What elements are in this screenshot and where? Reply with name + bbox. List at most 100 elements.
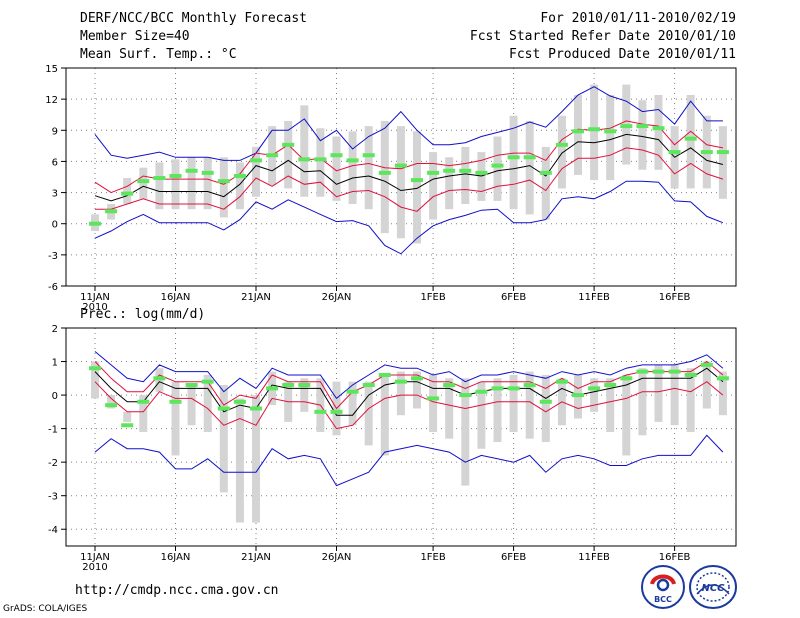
spread-box [348, 381, 357, 426]
y-tick-label: 0 [52, 220, 58, 231]
median-mark [636, 369, 649, 374]
median-mark [475, 170, 488, 175]
started-date: Fcst Started Refer Date 2010/01/10 [469, 29, 736, 44]
median-mark [523, 155, 536, 160]
median-mark [250, 406, 262, 411]
median-mark [217, 179, 230, 184]
median-mark [572, 129, 584, 134]
spread-box [107, 395, 116, 409]
x-tick-label: 21JAN [241, 552, 271, 563]
spread-box [123, 178, 132, 204]
median-mark [427, 396, 440, 401]
y-tick-label: 12 [45, 95, 58, 106]
series-line-extreme [94, 351, 724, 400]
series-line-std [94, 381, 724, 430]
median-mark [266, 153, 279, 158]
spread-box [219, 157, 228, 218]
series-line-extreme [94, 434, 724, 487]
y-tick-label: 9 [52, 126, 58, 137]
median-mark [700, 150, 713, 155]
y-tick-label: 15 [45, 64, 58, 75]
median-mark [636, 124, 649, 129]
median-mark [217, 406, 230, 411]
year-label: 2010 [82, 562, 107, 573]
spread-box [252, 395, 260, 523]
spread-box [509, 115, 518, 210]
y-tick-label: -1 [48, 425, 58, 436]
median-mark [668, 150, 681, 155]
median-mark [105, 403, 118, 408]
panel-temperature: -6 -3 0 3 6 9 12 15 11JAN 16JAN 21JAN 26JAN 1FEB 6FEB… [45, 64, 737, 313]
median-mark [298, 383, 311, 388]
produced-date: Fcst Produced Date 2010/01/11 [509, 47, 736, 62]
median-mark [362, 383, 375, 388]
series-line-std [94, 120, 723, 194]
median-mark [443, 383, 456, 388]
series-line-extreme [94, 180, 724, 255]
spread-box [429, 152, 438, 220]
bcc-logo-text: BCC [654, 595, 672, 604]
median-mark [394, 163, 407, 168]
spread-box [445, 378, 454, 439]
x-tick-label: 21JAN [241, 292, 271, 303]
member-size-label: Member Size=40 [80, 29, 190, 44]
x-tick-label: 26JAN [322, 552, 352, 563]
median-mark [137, 399, 150, 404]
plot-frame [65, 327, 737, 547]
median-mark [233, 399, 246, 404]
x-tick-label: 16FEB [659, 552, 691, 563]
source-url[interactable]: http://cmdp.ncc.cma.gov.cn [75, 583, 279, 598]
median-mark [604, 129, 617, 134]
median-mark [89, 221, 101, 226]
x-tick-label: 11JAN [80, 552, 110, 563]
median-mark [652, 126, 665, 131]
median-mark [201, 170, 214, 175]
series-line-mean [94, 367, 724, 416]
median-mark [507, 155, 520, 160]
median-mark [604, 383, 617, 388]
spread-box [574, 94, 582, 175]
spread-box [413, 131, 421, 244]
median-mark [539, 170, 552, 175]
median-mark [684, 372, 697, 377]
spread-box [557, 115, 566, 189]
year-label: 2010 [82, 302, 107, 313]
grads-credit: GrADS: COLA/IGES [3, 604, 88, 614]
spread-box [364, 381, 373, 446]
median-mark [459, 168, 472, 173]
y-tick-label: -3 [48, 492, 58, 503]
bcc-logo-icon: BCC [641, 565, 685, 609]
median-mark [378, 170, 391, 175]
spread-box [670, 364, 679, 426]
spread-box [300, 105, 309, 197]
spread-box [413, 371, 421, 409]
median-mark [491, 163, 504, 168]
median-mark [314, 157, 327, 162]
median-mark [169, 173, 182, 178]
median-mark [491, 386, 504, 391]
median-mark [716, 150, 729, 155]
spread-box [477, 381, 486, 449]
median-mark [121, 423, 134, 428]
series-line-extreme [94, 86, 723, 161]
spread-box [541, 374, 550, 443]
spread-box [284, 120, 293, 189]
x-tick-label: 11JAN [80, 292, 110, 303]
median-mark [668, 369, 681, 374]
median-mark [620, 124, 633, 129]
median-mark [362, 153, 375, 158]
spread-box [348, 131, 357, 204]
median-mark [411, 178, 423, 183]
spread-box [590, 378, 599, 412]
spread-box [590, 84, 599, 181]
x-tick-label: 11FEB [578, 292, 610, 303]
y-tick-label: 2 [52, 324, 58, 335]
spread-box [91, 361, 99, 399]
forecast-period: For 2010/01/11-2010/02/19 [540, 11, 736, 26]
median-mark [201, 379, 214, 384]
x-tick-label: 6FEB [501, 292, 526, 303]
median-mark [459, 393, 472, 398]
spread-box [718, 371, 727, 416]
median-mark [185, 383, 198, 388]
median-mark [266, 386, 279, 391]
